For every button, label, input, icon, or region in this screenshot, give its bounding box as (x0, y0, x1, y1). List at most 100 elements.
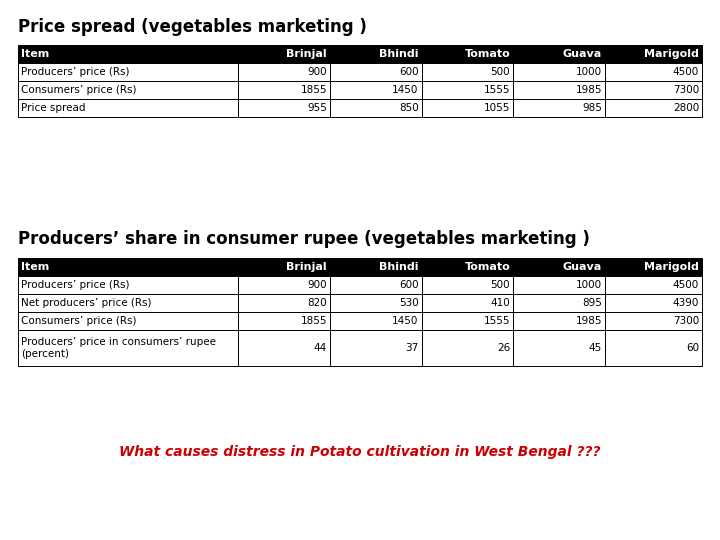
Bar (330, 276, 422, 294)
Bar (330, 330, 422, 366)
Bar (605, 276, 702, 294)
Bar (330, 294, 422, 312)
Bar (330, 99, 422, 117)
Bar (422, 99, 513, 117)
Bar (18, 258, 238, 276)
Text: 1555: 1555 (484, 85, 510, 95)
Bar (330, 312, 422, 330)
Bar (422, 258, 513, 276)
Bar (605, 63, 702, 81)
Bar (18, 312, 238, 330)
Bar (18, 81, 238, 99)
Bar (238, 312, 330, 330)
Text: 4390: 4390 (672, 298, 699, 308)
Text: 1000: 1000 (576, 280, 602, 290)
Text: Consumers’ price (Rs): Consumers’ price (Rs) (21, 85, 137, 95)
Text: Brinjal: Brinjal (287, 49, 327, 59)
Bar (422, 81, 513, 99)
Bar (605, 258, 702, 276)
Text: Price spread (vegetables marketing ): Price spread (vegetables marketing ) (18, 18, 367, 36)
Bar (238, 276, 330, 294)
Text: 530: 530 (399, 298, 418, 308)
Text: 955: 955 (307, 103, 327, 113)
Bar (330, 81, 422, 99)
Text: 45: 45 (589, 343, 602, 353)
Bar (238, 99, 330, 117)
Text: 820: 820 (307, 298, 327, 308)
Bar (422, 45, 513, 63)
Bar (513, 99, 605, 117)
Bar (422, 276, 513, 294)
Text: 1450: 1450 (392, 85, 418, 95)
Text: 60: 60 (686, 343, 699, 353)
Text: Producers’ price (Rs): Producers’ price (Rs) (21, 280, 130, 290)
Text: 900: 900 (307, 280, 327, 290)
Text: Bhindi: Bhindi (379, 262, 418, 272)
Text: 1855: 1855 (300, 85, 327, 95)
Bar (238, 294, 330, 312)
Text: 895: 895 (582, 298, 602, 308)
Text: 26: 26 (497, 343, 510, 353)
Text: Item: Item (21, 262, 49, 272)
Bar (238, 258, 330, 276)
Bar (605, 45, 702, 63)
Bar (605, 294, 702, 312)
Text: 7300: 7300 (672, 316, 699, 326)
Bar (513, 81, 605, 99)
Bar (18, 330, 238, 366)
Bar (513, 330, 605, 366)
Text: 4500: 4500 (672, 67, 699, 77)
Bar (18, 99, 238, 117)
Bar (605, 81, 702, 99)
Bar (18, 294, 238, 312)
Bar (18, 45, 238, 63)
Text: Price spread: Price spread (21, 103, 86, 113)
Bar (513, 312, 605, 330)
Bar (513, 294, 605, 312)
Text: 4500: 4500 (672, 280, 699, 290)
Bar (422, 312, 513, 330)
Text: Guava: Guava (562, 49, 602, 59)
Bar (605, 330, 702, 366)
Text: 410: 410 (490, 298, 510, 308)
Bar (422, 330, 513, 366)
Text: Tomato: Tomato (464, 49, 510, 59)
Bar (238, 81, 330, 99)
Text: 1555: 1555 (484, 316, 510, 326)
Bar (513, 45, 605, 63)
Text: 600: 600 (399, 67, 418, 77)
Bar (513, 258, 605, 276)
Text: 850: 850 (399, 103, 418, 113)
Text: 1055: 1055 (484, 103, 510, 113)
Bar (605, 99, 702, 117)
Text: 985: 985 (582, 103, 602, 113)
Text: Net producers’ price (Rs): Net producers’ price (Rs) (21, 298, 151, 308)
Text: Brinjal: Brinjal (287, 262, 327, 272)
Bar (513, 276, 605, 294)
Text: Item: Item (21, 49, 49, 59)
Bar (330, 63, 422, 81)
Bar (422, 294, 513, 312)
Text: Producers’ share in consumer rupee (vegetables marketing ): Producers’ share in consumer rupee (vege… (18, 230, 590, 248)
Text: 44: 44 (314, 343, 327, 353)
Bar (330, 258, 422, 276)
Text: 1985: 1985 (575, 316, 602, 326)
Text: Marigold: Marigold (644, 49, 699, 59)
Text: 1985: 1985 (575, 85, 602, 95)
Text: Guava: Guava (562, 262, 602, 272)
Text: 37: 37 (405, 343, 418, 353)
Bar (513, 63, 605, 81)
Text: What causes distress in Potato cultivation in West Bengal ???: What causes distress in Potato cultivati… (120, 445, 600, 459)
Bar (18, 63, 238, 81)
Text: 1450: 1450 (392, 316, 418, 326)
Text: Marigold: Marigold (644, 262, 699, 272)
Text: 500: 500 (490, 280, 510, 290)
Text: 1855: 1855 (300, 316, 327, 326)
Text: Producers’ price in consumers’ rupee
(percent): Producers’ price in consumers’ rupee (pe… (21, 337, 216, 359)
Text: Consumers’ price (Rs): Consumers’ price (Rs) (21, 316, 137, 326)
Text: 2800: 2800 (672, 103, 699, 113)
Bar (238, 330, 330, 366)
Text: 7300: 7300 (672, 85, 699, 95)
Text: 900: 900 (307, 67, 327, 77)
Bar (422, 63, 513, 81)
